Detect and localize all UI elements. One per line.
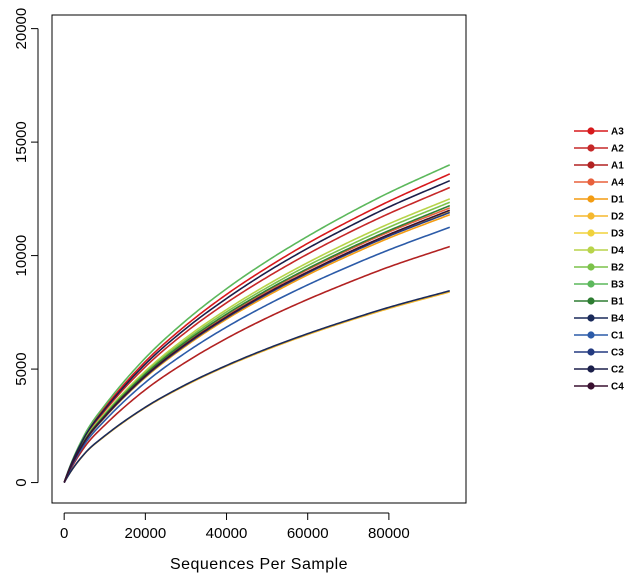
x-tick-label: 0 bbox=[60, 525, 68, 542]
legend-label: B1 bbox=[611, 297, 624, 308]
x-tick-label: 80000 bbox=[368, 525, 410, 542]
legend-swatch-marker bbox=[587, 144, 595, 152]
legend-item: B4 bbox=[574, 314, 624, 325]
legend-item: D1 bbox=[574, 195, 624, 206]
legend-label: D3 bbox=[611, 229, 624, 240]
legend-swatch-marker bbox=[587, 365, 595, 373]
series-line-b1 bbox=[63, 204, 451, 483]
legend-label: A3 bbox=[611, 127, 624, 138]
legend-item: C3 bbox=[574, 348, 624, 359]
legend-item: D3 bbox=[574, 229, 624, 240]
legend-label: A4 bbox=[611, 178, 624, 189]
legend-item: C4 bbox=[574, 382, 624, 393]
legend-item: D4 bbox=[574, 246, 624, 257]
legend-swatch-marker bbox=[587, 161, 595, 169]
legend-swatch-marker bbox=[587, 127, 595, 135]
series-line-d3 bbox=[63, 210, 451, 483]
legend-swatch-marker bbox=[587, 212, 595, 220]
legend-label: D2 bbox=[611, 212, 624, 223]
series-line-a3 bbox=[63, 173, 451, 483]
legend-swatch-marker bbox=[587, 229, 595, 237]
legend-label: B4 bbox=[611, 314, 624, 325]
legend-item: A3 bbox=[574, 127, 624, 138]
legend-item: A4 bbox=[574, 178, 624, 189]
series-line-b2 bbox=[63, 201, 451, 483]
legend-item: A1 bbox=[574, 161, 624, 172]
series-line-d1 bbox=[63, 213, 451, 483]
legend-swatch-marker bbox=[587, 280, 595, 288]
legend-label: C1 bbox=[611, 331, 624, 342]
legend-swatch-marker bbox=[587, 331, 595, 339]
y-tick-label: 5000 bbox=[13, 352, 30, 385]
series-line-c1 bbox=[63, 226, 451, 483]
y-tick-label: 10000 bbox=[13, 235, 30, 277]
series-line-a2 bbox=[63, 186, 451, 483]
series-line-a1 bbox=[63, 245, 451, 483]
legend-swatch-marker bbox=[587, 178, 595, 186]
x-axis-title: Sequences Per Sample bbox=[170, 556, 348, 573]
series-line-b3 bbox=[63, 164, 451, 483]
legend-label: C2 bbox=[611, 365, 624, 376]
series-line-b4 bbox=[63, 290, 450, 483]
x-tick-label: 60000 bbox=[287, 525, 329, 542]
legend-item: D2 bbox=[574, 212, 624, 223]
y-tick-label: 20000 bbox=[13, 8, 30, 50]
series-line-c3 bbox=[63, 211, 451, 483]
legend-label: A1 bbox=[611, 161, 624, 172]
legend-swatch-marker bbox=[587, 382, 595, 390]
series-line-d4 bbox=[63, 198, 451, 483]
legend-swatch-marker bbox=[587, 246, 595, 254]
legend-label: B3 bbox=[611, 280, 624, 291]
legend-swatch-marker bbox=[587, 297, 595, 305]
legend-item: B3 bbox=[574, 280, 624, 291]
legend-item: A2 bbox=[574, 144, 624, 155]
legend-swatch-marker bbox=[587, 263, 595, 271]
legend-item: B1 bbox=[574, 297, 624, 308]
series-line-c2 bbox=[63, 179, 451, 483]
legend-swatch-marker bbox=[587, 348, 595, 356]
plot-frame bbox=[51, 14, 467, 504]
legend-item: C1 bbox=[574, 331, 624, 342]
legend-label: A2 bbox=[611, 144, 624, 155]
legend-swatch-marker bbox=[587, 314, 595, 322]
legend-item: B2 bbox=[574, 263, 624, 274]
legend-swatch-marker bbox=[587, 195, 595, 203]
legend-label: C3 bbox=[611, 348, 624, 359]
legend-label: D1 bbox=[611, 195, 624, 206]
legend-label: C4 bbox=[611, 382, 624, 393]
y-tick-label: 15000 bbox=[13, 121, 30, 163]
legend-item: C2 bbox=[574, 365, 624, 376]
y-tick-label: 0 bbox=[13, 478, 30, 486]
series-line-c4 bbox=[63, 209, 451, 483]
legend-label: D4 bbox=[611, 246, 624, 257]
x-tick-label: 40000 bbox=[206, 525, 248, 542]
legend-label: B2 bbox=[611, 263, 624, 274]
x-tick-label: 20000 bbox=[124, 525, 166, 542]
